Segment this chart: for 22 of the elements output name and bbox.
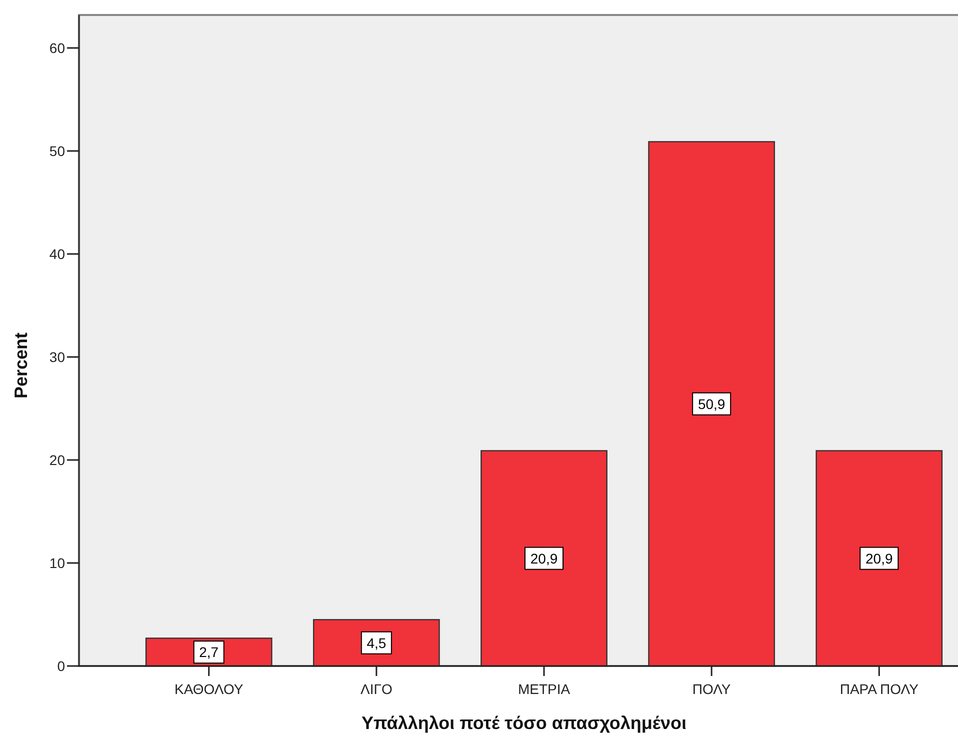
x-tick-label: ΠΟΛΥ: [692, 681, 732, 697]
y-tick-label: 30: [49, 348, 66, 365]
data-label: 2,7: [199, 644, 219, 660]
y-tick-label: 60: [49, 40, 66, 56]
y-axis-title: Percent: [11, 332, 31, 399]
data-label: 20,9: [866, 550, 893, 566]
x-tick-label: ΠΑΡΑ ΠΟΛΥ: [840, 681, 920, 697]
data-label: 4,5: [366, 634, 386, 651]
data-label: 50,9: [698, 396, 726, 412]
data-label: 20,9: [530, 550, 558, 566]
y-tick-label: 50: [49, 142, 66, 159]
x-tick-label: ΜΕΤΡΙΑ: [518, 681, 571, 697]
x-axis-title: Υπάλληλοι ποτέ τόσο απασχολημένοι: [361, 713, 687, 733]
x-tick-label: ΛΙΓΟ: [360, 681, 392, 697]
y-tick-label: 0: [57, 658, 66, 674]
x-tick-label: ΚΑΘΟΛΟΥ: [174, 681, 244, 697]
y-tick-label: 40: [49, 246, 66, 262]
bar: [648, 141, 776, 667]
y-tick-label: 20: [49, 452, 66, 468]
bar: [816, 450, 943, 667]
bar: [480, 450, 608, 667]
y-tick-label: 10: [49, 554, 66, 571]
